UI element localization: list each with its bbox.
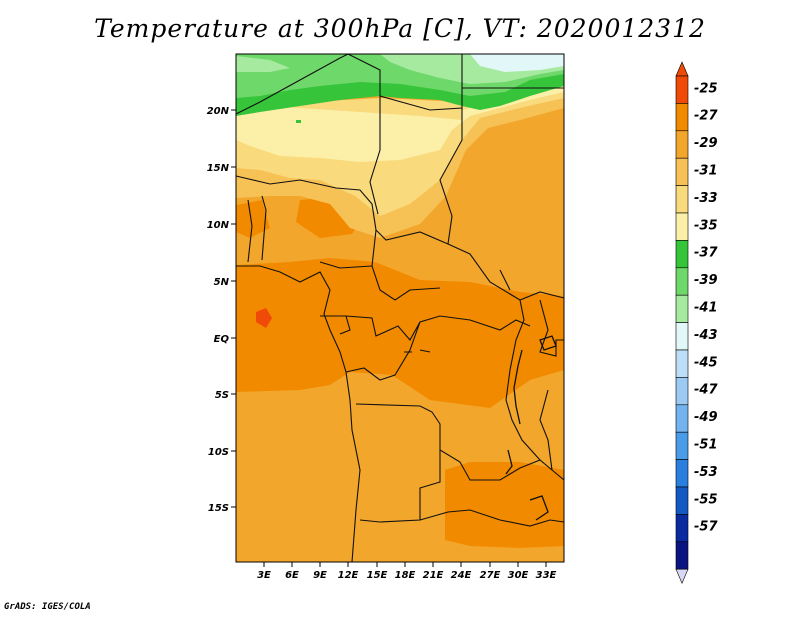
- colorbar-segment: [675, 212, 689, 241]
- border-zambia-south: [419, 509, 565, 527]
- coastline-west: [236, 265, 361, 563]
- colorbar-segment: [675, 130, 689, 159]
- border-niger-nigeria: [235, 175, 377, 231]
- border-gabon: [320, 315, 351, 335]
- colorbar-label: -51: [694, 438, 718, 453]
- colorbar-segment: [675, 294, 689, 323]
- lon-label: 24E: [451, 570, 472, 581]
- lon-label: 9E: [313, 570, 327, 581]
- colorbar-segment: [675, 240, 689, 269]
- colorbar-label: -43: [694, 328, 718, 343]
- colorbar-segment: [675, 349, 689, 378]
- border-drc-east: [505, 299, 541, 461]
- field-minus25: [256, 308, 272, 328]
- field-speck: [296, 120, 301, 123]
- border-cameroon-chad: [371, 229, 441, 301]
- colorbar-segment: [675, 75, 689, 104]
- lake-tanganyika: [513, 349, 523, 425]
- border-algeria-niger: [235, 53, 349, 115]
- colorbar-segment: [675, 322, 689, 351]
- colorbar-label: -37: [694, 246, 718, 261]
- colorbar-segment: [675, 431, 689, 460]
- lon-label: 18E: [395, 570, 416, 581]
- border-angola-zambia: [359, 450, 441, 523]
- colorbar-segment: [675, 486, 689, 515]
- lat-label: 10S: [208, 447, 229, 458]
- lon-label: 3E: [257, 570, 271, 581]
- lon-label: 21E: [423, 570, 444, 581]
- lat-label: 15S: [208, 503, 229, 514]
- field-minus43: [470, 54, 564, 72]
- lon-axis: 3E 6E 9E 12E 15E 18E 21E 24E 27E 30E 33E: [257, 562, 557, 581]
- colorbar-label: -55: [694, 492, 718, 507]
- colorbar-segment: [675, 404, 689, 433]
- colorbar-label: -31: [694, 164, 718, 179]
- lake-mweru: [505, 449, 513, 475]
- colorbar-label: -29: [694, 136, 718, 151]
- border-tanzania: [539, 389, 553, 471]
- lon-label: 30E: [508, 570, 529, 581]
- field-minus41-west: [236, 56, 290, 72]
- lat-label: 5S: [215, 390, 229, 401]
- lat-axis: 20N 15N 10N 5N EQ 5S 10S 15S: [207, 106, 236, 514]
- map-title: Temperature at 300hPa [C], VT: 202001231…: [94, 14, 706, 43]
- colorbar-segment: [675, 541, 689, 570]
- lon-label: 15E: [367, 570, 388, 581]
- colorbar: -25 -27 -29 -31 -33 -35 -37 -39 -41 -43 -45 -47 -49 -…: [675, 61, 718, 584]
- lat-label: 20N: [207, 106, 230, 117]
- border-togo: [247, 199, 253, 263]
- border-angola-drc: [355, 403, 565, 481]
- lat-label: EQ: [214, 334, 230, 345]
- border-libya: [347, 53, 463, 111]
- colorbar-bottom-arrow: [675, 568, 689, 584]
- colorbar-label: -27: [694, 109, 718, 124]
- colorbar-top-arrow: [675, 61, 689, 77]
- border-uganda-kenya: [539, 299, 564, 357]
- colorbar-label: -33: [694, 191, 718, 206]
- lakes: [505, 335, 557, 521]
- colorbar-segment: [675, 267, 689, 296]
- colorbar-label: -35: [694, 218, 718, 233]
- border-sudan-ssudan: [499, 269, 511, 291]
- temperature-field: [236, 54, 564, 562]
- lake-victoria: [539, 335, 557, 351]
- lat-label: 15N: [207, 163, 230, 174]
- colorbar-segment: [675, 185, 689, 214]
- border-cameroon-nigeria: [319, 261, 373, 269]
- lat-label: 10N: [207, 220, 230, 231]
- colorbar-label: -45: [694, 355, 718, 370]
- river-congo: [404, 349, 431, 353]
- border-niger-chad: [369, 96, 381, 215]
- border-congo-drc: [345, 321, 421, 381]
- border-benin: [261, 195, 267, 261]
- colorbar-segment: [675, 377, 689, 406]
- lon-label: 12E: [338, 570, 359, 581]
- border-chad-sudan: [439, 108, 463, 245]
- field-minus27-southeast: [445, 462, 564, 548]
- credit-label: GrADS: IGES/COLA: [4, 602, 91, 612]
- colorbar-label: -39: [694, 273, 718, 288]
- border-car-sudan: [375, 229, 565, 301]
- lon-label: 27E: [480, 570, 501, 581]
- colorbar-segment: [675, 459, 689, 488]
- lon-label: 6E: [285, 570, 299, 581]
- field-minus27-coast: [236, 200, 270, 238]
- colorbar-segment: [675, 157, 689, 186]
- lat-label: 5N: [214, 277, 230, 288]
- colorbar-label: -57: [694, 520, 718, 535]
- colorbar-segment: [675, 514, 689, 543]
- colorbar-label: -47: [694, 383, 718, 398]
- country-borders: [235, 53, 565, 563]
- colorbar-label: -49: [694, 410, 718, 425]
- colorbar-label: -41: [694, 301, 718, 316]
- map-frame: [235, 53, 565, 563]
- lake-malawi: [529, 495, 549, 521]
- colorbar-label: -53: [694, 465, 718, 480]
- lon-label: 33E: [536, 570, 557, 581]
- colorbar-label: -25: [694, 81, 718, 96]
- field-minus27-central: [236, 258, 564, 408]
- colorbar-segment: [675, 103, 689, 132]
